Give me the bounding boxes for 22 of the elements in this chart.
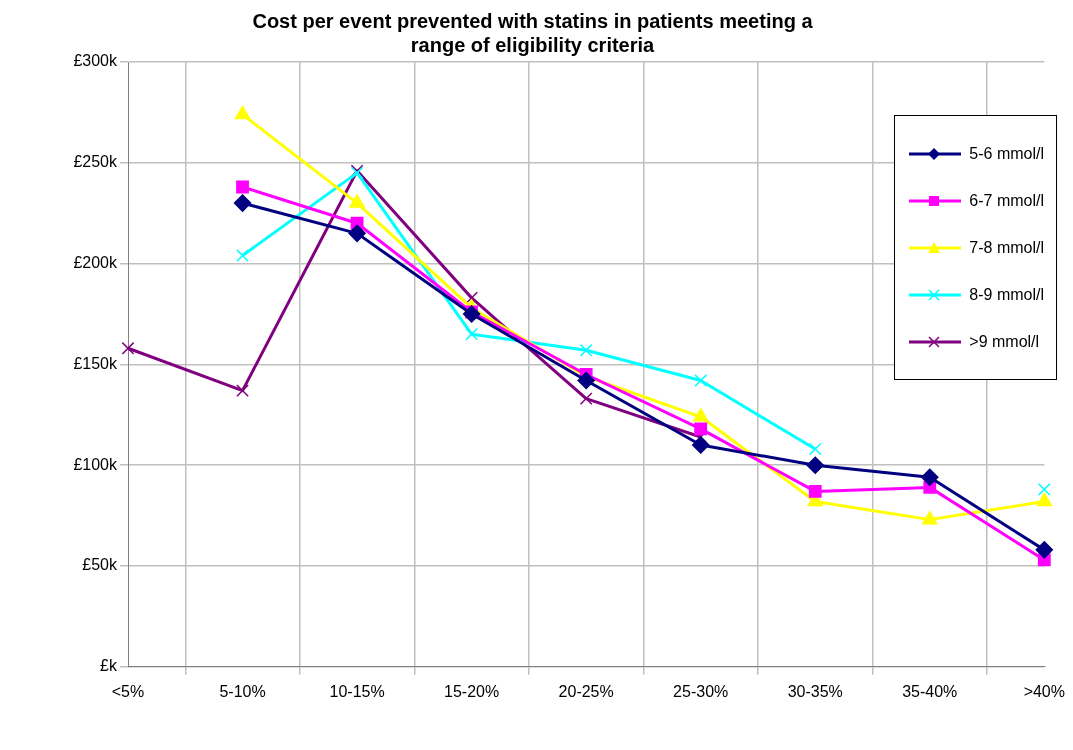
y-tick-label: £250k [73,153,118,171]
x-tick-label: <5% [111,682,145,700]
x-tick-label: 35-40% [902,682,958,700]
chart-title: Cost per event prevented with statins in patients meeting a range of eligibility criteria [252,9,814,56]
x-tick-label: 25-30% [673,682,729,700]
y-tick-label: £300k [73,52,118,70]
x-tick-label: 15-20% [444,682,500,700]
x-tick-label: 5-10% [219,682,266,700]
x-tick-label: 10-15% [329,682,385,700]
y-tick-label: £100k [73,455,118,473]
y-tick-label: £k [100,657,118,675]
legend-label: 5-6 mmol/l [969,144,1044,163]
legend-label: >9 mmol/l [969,332,1040,351]
legend-label: 7-8 mmol/l [969,238,1044,257]
y-tick-label: £200k [73,254,118,272]
legend-label: 8-9 mmol/l [969,285,1044,304]
y-tick-label: £50k [82,556,118,574]
x-tick-label: 30-35% [787,682,843,700]
legend-label: 6-7 mmol/l [969,191,1044,210]
x-tick-label: 20-25% [558,682,614,700]
x-tick-label: >40% [1023,682,1065,700]
y-tick-label: £150k [73,354,118,372]
